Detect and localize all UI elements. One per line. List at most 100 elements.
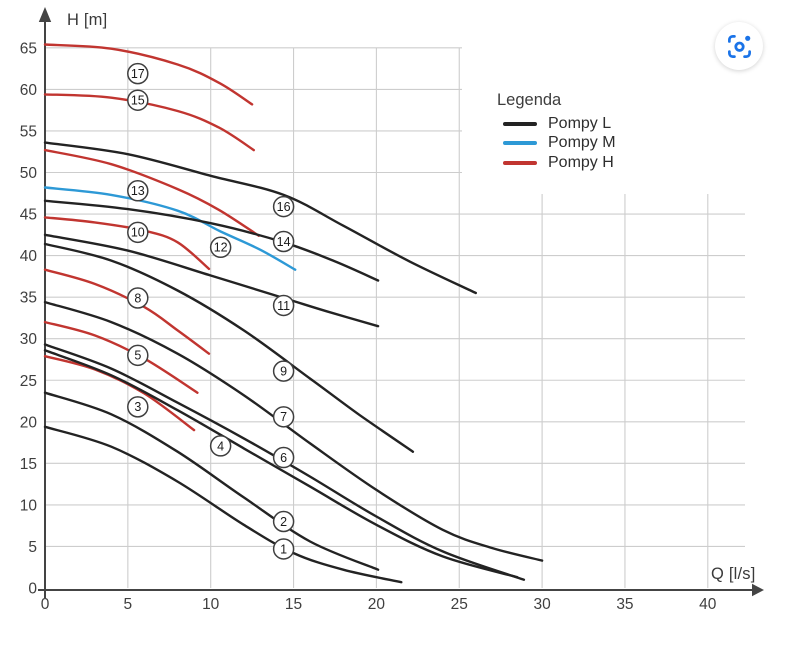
curve-badge-number-16: 16 xyxy=(277,200,291,214)
legend-swatch-icon xyxy=(503,141,537,146)
y-tick-label-65: 65 xyxy=(20,40,37,57)
y-tick-label-45: 45 xyxy=(20,207,37,224)
curve-badge-number-3: 3 xyxy=(134,400,141,414)
y-axis-title: H [m] xyxy=(67,11,108,29)
y-tick-label-55: 55 xyxy=(20,123,37,140)
curve-badge-number-6: 6 xyxy=(280,451,287,465)
curve-badge-14: 14 xyxy=(272,230,295,253)
curve-badge-12: 12 xyxy=(209,236,232,259)
curve-badge-circle-5 xyxy=(127,344,149,367)
legend-row-2: Pompy H xyxy=(503,153,616,173)
pump-curve-12 xyxy=(43,186,297,271)
chart-legend: Legenda Pompy L Pompy M Pompy H xyxy=(497,91,616,173)
curve-badge-7: 7 xyxy=(272,406,295,428)
curve-badge-13: 13 xyxy=(127,180,149,202)
pump-curve-17 xyxy=(43,43,254,106)
curve-badge-3: 3 xyxy=(127,396,149,418)
legend-row-0: Pompy L xyxy=(503,114,616,134)
curve-badge-9: 9 xyxy=(272,360,295,382)
pump-curve-9 xyxy=(43,242,415,453)
curve-badge-circle-3 xyxy=(127,396,149,418)
curve-badge-circle-12 xyxy=(209,236,232,259)
curve-badge-2: 2 xyxy=(272,510,295,533)
curve-badge-17: 17 xyxy=(127,62,149,85)
legend-swatch-icon xyxy=(503,121,537,126)
curve-badge-5: 5 xyxy=(127,344,149,367)
pump-curve-13 xyxy=(43,148,260,237)
curve-badge-number-1: 1 xyxy=(280,542,287,556)
legend-label: Pompy M xyxy=(548,134,616,152)
y-tick-label-15: 15 xyxy=(20,456,37,473)
curve-badge-number-9: 9 xyxy=(280,365,287,379)
legend-rows: Pompy L Pompy M Pompy H xyxy=(497,114,616,173)
legend-backdrop xyxy=(462,42,748,194)
pump-curve-7 xyxy=(43,300,544,562)
y-tick-label-5: 5 xyxy=(28,539,37,556)
curve-badge-11: 11 xyxy=(272,294,295,317)
curve-badge-number-10: 10 xyxy=(131,226,145,240)
x-tick-label-0: 0 xyxy=(41,596,50,613)
x-tick-label-20: 20 xyxy=(368,596,386,613)
curve-badge-number-4: 4 xyxy=(217,439,224,453)
pump-curves xyxy=(43,43,544,584)
curve-badge-1: 1 xyxy=(272,538,295,560)
x-axis-arrow xyxy=(752,583,764,597)
curve-badge-circle-17 xyxy=(127,62,149,85)
pump-curve-11 xyxy=(43,233,380,328)
pump-curve-4 xyxy=(43,349,519,579)
axes xyxy=(38,20,752,598)
x-tick-label-10: 10 xyxy=(202,596,220,613)
curve-badge-15: 15 xyxy=(127,89,149,111)
y-tick-label-30: 30 xyxy=(20,331,38,348)
google-lens-icon xyxy=(727,34,751,58)
x-tick-label-25: 25 xyxy=(451,596,468,613)
curve-badge-circle-15 xyxy=(127,89,149,111)
curve-badge-number-12: 12 xyxy=(214,241,228,255)
curve-badge-6: 6 xyxy=(272,446,295,469)
x-tick-label-5: 5 xyxy=(124,596,133,613)
curve-badge-number-15: 15 xyxy=(131,94,145,108)
curve-badge-number-13: 13 xyxy=(131,184,145,198)
y-axis-arrow xyxy=(38,7,52,22)
curve-badge-circle-7 xyxy=(272,406,295,428)
y-tick-label-0: 0 xyxy=(28,581,37,598)
tick-labels: 0 5 10 15 20 25 30 35 40051015202530354045505560… xyxy=(20,40,717,613)
y-tick-label-35: 35 xyxy=(20,290,37,307)
curve-badge-10: 10 xyxy=(127,221,149,244)
curve-badge-circle-8 xyxy=(127,287,149,309)
legend-row-1: Pompy M xyxy=(503,134,616,154)
pump-curve-10 xyxy=(43,216,211,271)
curve-badge-16: 16 xyxy=(272,195,295,218)
pump-curve-5 xyxy=(43,320,199,394)
curve-badge-number-8: 8 xyxy=(134,291,141,305)
google-lens-button[interactable] xyxy=(715,22,763,70)
curve-badge-number-7: 7 xyxy=(280,410,287,424)
pump-curve-2 xyxy=(43,391,380,571)
y-tick-label-60: 60 xyxy=(20,82,38,99)
curve-badge-number-2: 2 xyxy=(280,515,287,529)
curve-badge-circle-6 xyxy=(272,446,295,469)
curve-badge-circle-10 xyxy=(127,221,149,244)
curve-badge-number-11: 11 xyxy=(277,299,290,313)
curve-badge-circle-13 xyxy=(127,180,149,202)
curve-badge-number-14: 14 xyxy=(277,235,291,249)
pump-curve-8 xyxy=(43,268,211,355)
curve-badge-circle-4 xyxy=(209,435,232,457)
legend-label: Pompy L xyxy=(548,114,612,132)
curve-badge-circle-1 xyxy=(272,538,295,560)
legend-title: Legenda xyxy=(497,91,562,109)
curve-badge-circle-16 xyxy=(272,195,295,218)
y-tick-label-10: 10 xyxy=(20,497,38,514)
curve-badge-number-5: 5 xyxy=(134,349,141,363)
curve-badge-number-17: 17 xyxy=(131,67,145,81)
curve-badge-4: 4 xyxy=(209,435,232,457)
pump-curve-14 xyxy=(43,199,380,282)
pump-curve-15 xyxy=(43,93,255,152)
x-axis-title: Q [l/s] xyxy=(711,565,756,583)
legend-swatch-icon xyxy=(503,160,537,165)
pump-curve-16 xyxy=(43,141,477,295)
y-tick-label-20: 20 xyxy=(20,414,38,431)
x-tick-label-15: 15 xyxy=(285,596,302,613)
curve-badge-8: 8 xyxy=(127,287,149,309)
